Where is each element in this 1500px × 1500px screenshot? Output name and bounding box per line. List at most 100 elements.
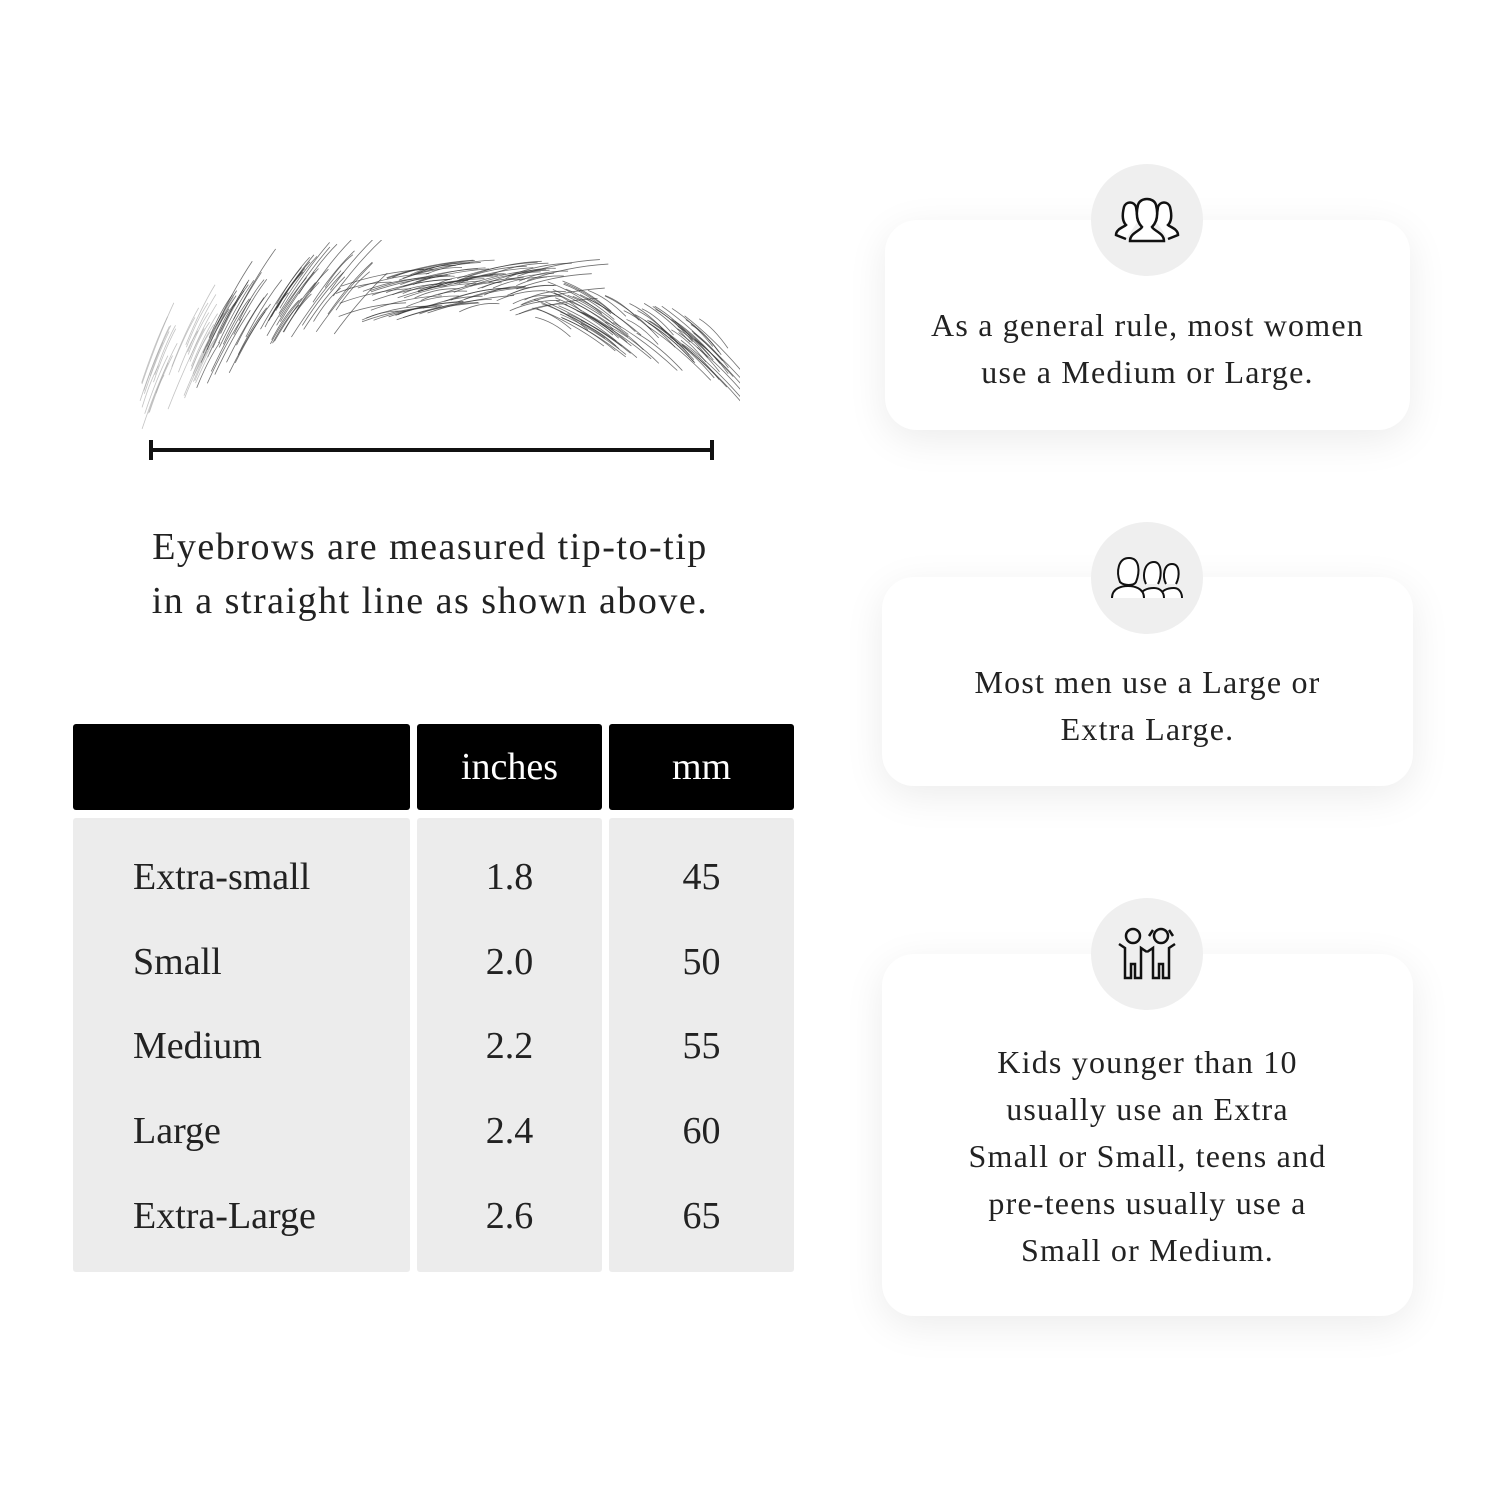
eyebrow-hair — [315, 262, 373, 333]
eyebrow-hair — [370, 295, 442, 311]
eyebrow-hair — [206, 318, 243, 384]
inches-value: 2.4 — [485, 1110, 534, 1152]
eyebrow-hair — [238, 279, 265, 321]
eyebrow-hair — [507, 284, 556, 296]
eyebrow-hair — [569, 301, 614, 330]
eyebrow-hair — [509, 300, 561, 312]
eyebrow-hair — [496, 290, 546, 302]
eyebrow-hair — [141, 362, 169, 430]
eyebrow-hair — [400, 268, 478, 285]
eyebrow-hair — [610, 327, 660, 364]
eyebrow-hair — [684, 315, 740, 370]
eyebrow-hair — [195, 306, 235, 384]
measurement-caption: Eyebrows are measured tip-to-tip in a st… — [80, 520, 780, 628]
eyebrow-hair — [582, 311, 628, 343]
eyebrow-hair — [535, 316, 571, 338]
eyebrow-hair — [458, 265, 527, 281]
eyebrow-hair — [271, 300, 300, 340]
eyebrow-hair — [458, 273, 506, 284]
card-text: Most men use a Large or — [974, 664, 1321, 700]
eyebrow-hair — [245, 279, 283, 338]
size-label: Small — [133, 941, 222, 983]
eyebrow-hair — [636, 332, 683, 371]
kids-icon — [1091, 898, 1203, 1010]
column-inches — [417, 818, 602, 1272]
eyebrow-hair — [398, 266, 463, 281]
eyebrow-hair — [141, 302, 175, 385]
eyebrow-hair — [149, 325, 172, 377]
eyebrow-hair — [208, 294, 233, 338]
eyebrow-hair — [613, 321, 678, 371]
header-inches: inches — [417, 724, 602, 810]
eyebrow-hair — [365, 305, 426, 319]
eyebrow-hair — [696, 346, 740, 390]
eyebrow-hair — [193, 296, 234, 377]
eyebrow-hair — [691, 330, 729, 369]
eyebrow-hair — [661, 305, 723, 362]
mm-value: 55 — [682, 1025, 721, 1067]
eyebrow-hair — [192, 322, 219, 374]
eyebrow-hair — [647, 325, 712, 381]
eyebrow-hair — [168, 317, 196, 376]
eyebrow-hair — [547, 281, 603, 314]
eyebrow-hair — [521, 295, 562, 305]
eyebrow-hair — [153, 328, 177, 383]
card-text: use a Medium or Large. — [981, 354, 1314, 390]
eyebrow-hair — [278, 242, 330, 314]
eyebrow-hair — [518, 303, 568, 315]
eyebrow-hair — [563, 283, 612, 314]
column-mm — [609, 818, 794, 1272]
eyebrow-hair — [339, 288, 412, 304]
eyebrow-hair — [143, 331, 170, 394]
eyebrow-hair — [206, 295, 237, 351]
eyebrow-hair — [191, 331, 211, 369]
header-size — [73, 724, 410, 810]
eyebrow-hair — [425, 273, 505, 291]
eyebrow-hair — [693, 332, 740, 379]
eyebrow-hair — [214, 309, 251, 375]
eyebrow-hair — [312, 250, 355, 303]
eyebrow-hair — [154, 325, 176, 375]
eyebrow-hair — [406, 295, 460, 308]
eyebrow-hair — [332, 240, 383, 297]
size-label: Extra-small — [133, 856, 311, 898]
eyebrow-hair — [270, 298, 303, 345]
eyebrow-hair — [680, 339, 740, 397]
eyebrow-hair — [454, 267, 534, 284]
eyebrow-hair — [420, 290, 468, 301]
eyebrow-hair — [280, 268, 319, 322]
eyebrow-hair — [187, 312, 210, 355]
eyebrow-hair — [410, 264, 456, 276]
eyebrow-hair — [580, 323, 620, 350]
eyebrow-hair — [167, 328, 205, 410]
eyebrow-hair — [558, 305, 617, 342]
size-label: Medium — [133, 1025, 262, 1067]
eyebrow-hair — [298, 243, 338, 295]
mm-value: 65 — [682, 1195, 721, 1237]
eyebrow-hair — [403, 268, 490, 287]
eyebrow-hair — [228, 311, 266, 374]
eyebrow-hair — [237, 307, 267, 355]
mm-value: 50 — [682, 941, 721, 983]
eyebrow-hair — [641, 308, 674, 336]
card-text: Kids younger than 10 — [997, 1044, 1298, 1080]
eyebrow-hair — [190, 313, 218, 367]
header-mm: mm — [609, 724, 794, 810]
eyebrow-hair — [397, 305, 443, 316]
mm-value: 60 — [682, 1110, 721, 1152]
caption-line: Eyebrows are measured tip-to-tip — [152, 526, 708, 568]
eyebrow-hair — [279, 246, 331, 318]
eyebrow-hair — [178, 330, 199, 373]
eyebrow-hair — [283, 293, 312, 333]
eyebrow-hair — [206, 290, 238, 347]
eyebrow-hair — [186, 302, 209, 348]
eyebrow-hair — [301, 272, 344, 326]
eyebrow-hair — [581, 312, 652, 360]
eyebrow-hair — [335, 281, 392, 294]
eyebrow-hair — [218, 280, 255, 344]
measurement-line — [149, 440, 714, 460]
size-label: Extra-Large — [133, 1195, 316, 1237]
eyebrow-hair — [444, 287, 511, 302]
eyebrow-hair — [427, 295, 515, 314]
